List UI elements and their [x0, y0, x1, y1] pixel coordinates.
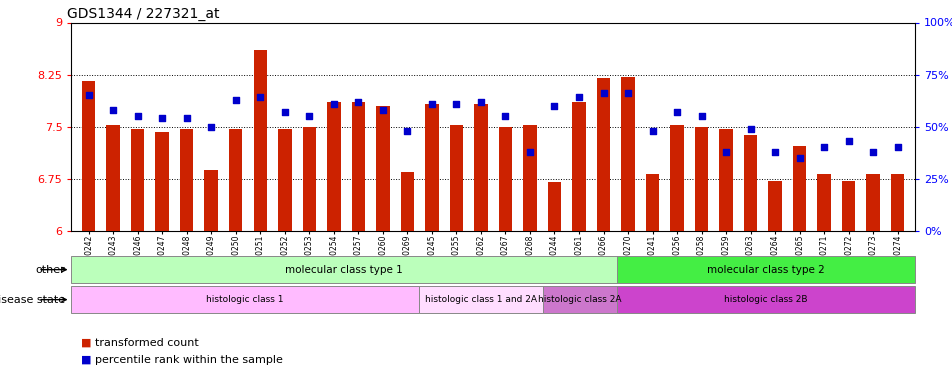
Point [816, 144, 831, 150]
Point [497, 113, 512, 119]
Text: disease state: disease state [0, 295, 65, 304]
Bar [621, 76, 634, 231]
Bar [645, 174, 659, 231]
Bar [744, 135, 757, 231]
Bar [71, 286, 418, 313]
Point [766, 148, 782, 154]
Bar [571, 102, 585, 231]
Point [522, 148, 537, 154]
Text: GDS1344 / 227321_at: GDS1344 / 227321_at [68, 8, 220, 21]
Bar [82, 81, 95, 231]
Point [106, 107, 121, 113]
Bar [767, 181, 781, 231]
Bar [327, 102, 340, 231]
Bar [376, 106, 389, 231]
Bar [890, 174, 903, 231]
Text: other: other [35, 265, 65, 274]
Point [864, 148, 880, 154]
Bar [841, 181, 855, 231]
Point [743, 126, 758, 132]
Point [350, 99, 366, 105]
Point [473, 99, 488, 105]
Bar [617, 286, 914, 313]
Bar [228, 129, 242, 231]
Point [889, 144, 904, 150]
Bar [302, 127, 316, 231]
Bar [498, 127, 511, 231]
Text: ■: ■ [81, 338, 91, 348]
Bar [817, 174, 830, 231]
Bar [107, 125, 120, 231]
Text: histologic class 2B: histologic class 2B [724, 295, 807, 304]
Text: transformed count: transformed count [95, 338, 199, 348]
Point [375, 107, 390, 113]
Point [81, 92, 96, 98]
Text: percentile rank within the sample: percentile rank within the sample [95, 355, 283, 365]
Point [399, 128, 414, 134]
Bar [418, 286, 543, 313]
Bar [792, 146, 805, 231]
Text: histologic class 1 and 2A: histologic class 1 and 2A [425, 295, 536, 304]
Bar [474, 104, 487, 231]
Point [228, 96, 243, 102]
Point [595, 90, 610, 96]
Bar [155, 132, 169, 231]
Point [277, 109, 292, 115]
Point [326, 100, 341, 106]
Bar [543, 286, 617, 313]
Bar [449, 125, 463, 231]
Bar [180, 129, 193, 231]
Point [204, 124, 219, 130]
Text: histologic class 1: histologic class 1 [207, 295, 284, 304]
Bar [547, 182, 561, 231]
Point [129, 113, 145, 119]
Point [448, 100, 464, 106]
Point [546, 103, 562, 109]
Bar [865, 174, 879, 231]
Bar [400, 172, 414, 231]
Point [620, 90, 635, 96]
Point [424, 100, 439, 106]
Point [841, 138, 856, 144]
Bar [523, 125, 536, 231]
Bar [205, 170, 218, 231]
Point [693, 113, 708, 119]
Bar [351, 102, 365, 231]
Point [302, 113, 317, 119]
Bar [596, 78, 609, 231]
Point [252, 94, 268, 100]
Text: molecular class type 1: molecular class type 1 [286, 265, 403, 274]
Point [179, 115, 194, 121]
Point [718, 148, 733, 154]
Point [791, 155, 806, 161]
Bar [71, 256, 617, 283]
Point [571, 94, 586, 100]
Bar [425, 104, 438, 231]
Text: molecular class type 2: molecular class type 2 [706, 265, 824, 274]
Text: histologic class 2A: histologic class 2A [538, 295, 621, 304]
Bar [253, 50, 267, 231]
Point [645, 128, 660, 134]
Bar [278, 129, 291, 231]
Point [668, 109, 684, 115]
Bar [719, 129, 732, 231]
Bar [617, 256, 914, 283]
Bar [694, 127, 707, 231]
Point [154, 115, 169, 121]
Bar [130, 129, 145, 231]
Bar [669, 125, 684, 231]
Text: ■: ■ [81, 355, 91, 365]
